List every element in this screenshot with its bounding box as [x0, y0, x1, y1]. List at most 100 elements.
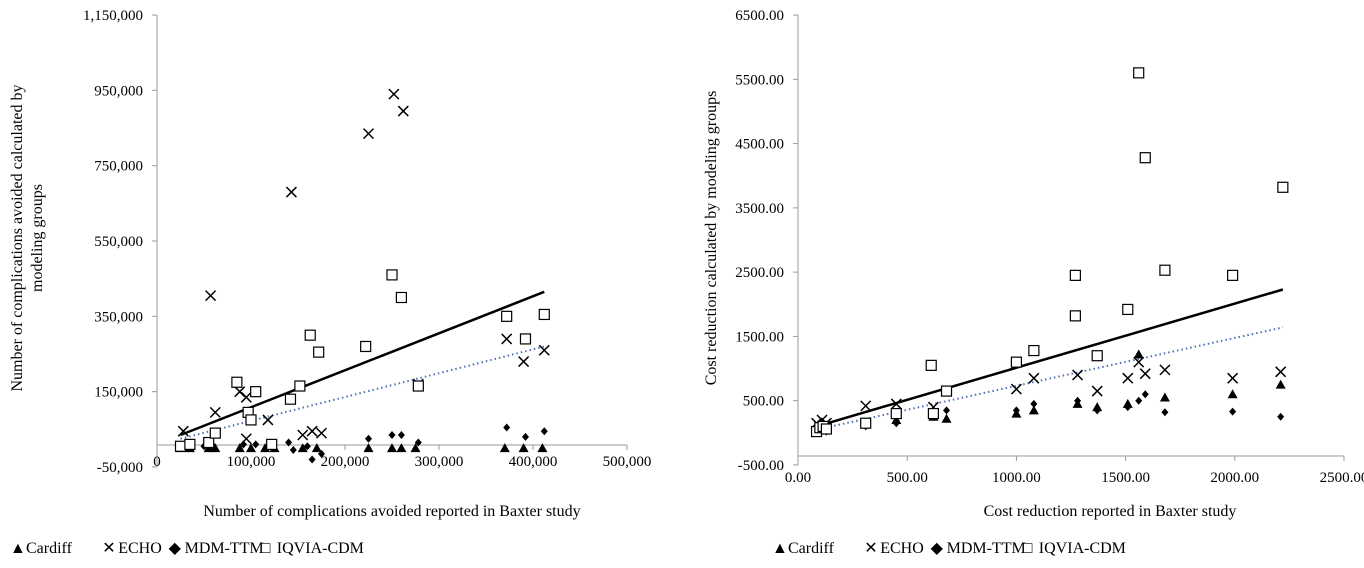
- y-tick-label: 1500.00: [735, 329, 784, 345]
- cardiff-point: [1028, 405, 1039, 415]
- trendline-solid: [816, 288, 1284, 428]
- cardiff-point: [234, 443, 245, 453]
- cardiff-point: [1159, 392, 1170, 402]
- trendline-dotted: [180, 345, 545, 440]
- legend-label-cardiff: Cardiff: [26, 540, 73, 557]
- legend-label-mdm-ttm: MDM-TTM: [947, 540, 1026, 557]
- mdm-ttm-point: [1229, 407, 1237, 416]
- mdm-ttm-point: [1030, 399, 1038, 408]
- iqvia-cdm-point: [1139, 152, 1151, 164]
- x-tick-label: 100,000: [227, 454, 276, 470]
- mdm-ttm-point: [285, 438, 293, 447]
- legend-label-cardiff: Cardiff: [788, 540, 835, 557]
- iqvia-cdm-point: [245, 414, 257, 426]
- echo-point: [501, 333, 513, 345]
- echo-point: [205, 290, 217, 302]
- iqvia-cdm-point: [1069, 310, 1081, 322]
- iqvia-cdm-point: [925, 359, 937, 371]
- cardiff-point: [246, 443, 256, 453]
- iqvia-cdm-point: [1227, 269, 1239, 281]
- legend-symbol-iqvia-cdm: □: [261, 540, 271, 557]
- mdm-ttm-point: [252, 440, 260, 449]
- y-tick-label: 950,000: [94, 83, 143, 99]
- iqvia-cdm-point: [820, 423, 832, 435]
- left-ylabel-line1: Number of complications avoided calculat…: [9, 84, 26, 391]
- legend-symbol-iqvia-cdm: □: [1023, 540, 1033, 557]
- y-tick-label: 500.00: [743, 394, 784, 410]
- echo-point: [1159, 364, 1171, 376]
- x-tick-label: 0: [153, 454, 161, 470]
- legend-symbol-echo: ✕: [864, 540, 877, 557]
- mdm-ttm-point: [521, 432, 529, 441]
- x-tick-label: 400,000: [509, 454, 558, 470]
- iqvia-cdm-point: [501, 310, 513, 322]
- mdm-ttm-point: [892, 419, 900, 428]
- iqvia-cdm-point: [1069, 269, 1081, 281]
- legend-label-echo: ECHO: [880, 540, 924, 557]
- legend-symbol-cardiff: ▲: [772, 540, 788, 557]
- x-tick-label: 500.00: [887, 470, 928, 486]
- echo-point: [306, 425, 318, 437]
- legend-symbol-echo: ✕: [102, 540, 115, 557]
- legend-label-mdm-ttm: MDM-TTM: [185, 540, 264, 557]
- x-tick-label: 1000.00: [992, 470, 1041, 486]
- mdm-ttm-point: [303, 442, 311, 451]
- cardiff-point: [537, 443, 548, 453]
- echo-point: [1122, 372, 1134, 384]
- mdm-ttm-point: [318, 449, 325, 458]
- y-tick-label: -500.00: [738, 458, 784, 474]
- iqvia-cdm-point: [1277, 181, 1289, 193]
- right-xlabel: Cost reduction reported in Baxter study: [984, 503, 1237, 520]
- cardiff-point: [311, 443, 322, 453]
- y-tick-label: 150,000: [94, 385, 143, 401]
- left-xlabel: Number of complications avoided reported…: [203, 503, 580, 520]
- cardiff-point: [518, 443, 529, 453]
- y-tick-label: 6500.00: [735, 8, 784, 24]
- x-tick-label: 500,000: [603, 454, 652, 470]
- iqvia-cdm-point: [386, 269, 398, 281]
- cardiff-point: [363, 443, 374, 453]
- iqvia-cdm-point: [250, 386, 262, 398]
- iqvia-cdm-point: [1159, 264, 1171, 276]
- mdm-ttm-point: [1093, 406, 1101, 415]
- y-tick-label: 4500.00: [735, 137, 784, 153]
- echo-point: [860, 400, 872, 412]
- legend-symbol-mdm-ttm: ◆: [931, 540, 944, 557]
- echo-point: [397, 105, 409, 117]
- iqvia-cdm-point: [231, 376, 243, 388]
- echo-point: [890, 398, 902, 410]
- legend-label-echo: ECHO: [118, 540, 162, 557]
- cardiff-point: [410, 443, 421, 453]
- iqvia-cdm-point: [184, 438, 196, 450]
- echo-point: [262, 414, 274, 426]
- left-scatter-chart: Number of complications avoided calculat…: [9, 8, 651, 520]
- mdm-ttm-point: [1161, 408, 1169, 417]
- trendline-solid: [180, 290, 545, 437]
- echo-point: [177, 425, 189, 437]
- iqvia-cdm-point: [412, 380, 424, 392]
- echo-point: [1072, 369, 1084, 381]
- iqvia-cdm-point: [1122, 303, 1134, 316]
- iqvia-cdm-point: [313, 346, 325, 358]
- iqvia-cdm-point: [284, 393, 297, 405]
- mdm-ttm-point: [365, 434, 372, 443]
- mdm-ttm-point: [308, 455, 316, 464]
- right-scatter-chart: Cost reduction calculated by modeling gr…: [703, 8, 1364, 520]
- echo-point: [209, 406, 221, 418]
- echo-point: [240, 391, 252, 403]
- iqvia-cdm-point: [860, 417, 872, 429]
- echo-point: [1028, 372, 1040, 384]
- iqvia-cdm-point: [538, 308, 550, 321]
- mdm-ttm-point: [289, 446, 297, 455]
- iqvia-cdm-point: [360, 340, 372, 353]
- cardiff-point: [1275, 379, 1286, 389]
- mdm-ttm-point: [943, 406, 951, 415]
- legend-label-iqvia-cdm: IQVIA-CDM: [1039, 540, 1126, 557]
- cardiff-point: [1227, 389, 1238, 399]
- cardiff-point: [941, 413, 952, 423]
- left-ylabel-line2: modeling groups: [29, 184, 46, 292]
- y-tick-label: 550,000: [94, 234, 143, 250]
- mdm-ttm-point: [1141, 390, 1149, 399]
- echo-point: [1227, 372, 1239, 384]
- iqvia-cdm-point: [174, 440, 187, 452]
